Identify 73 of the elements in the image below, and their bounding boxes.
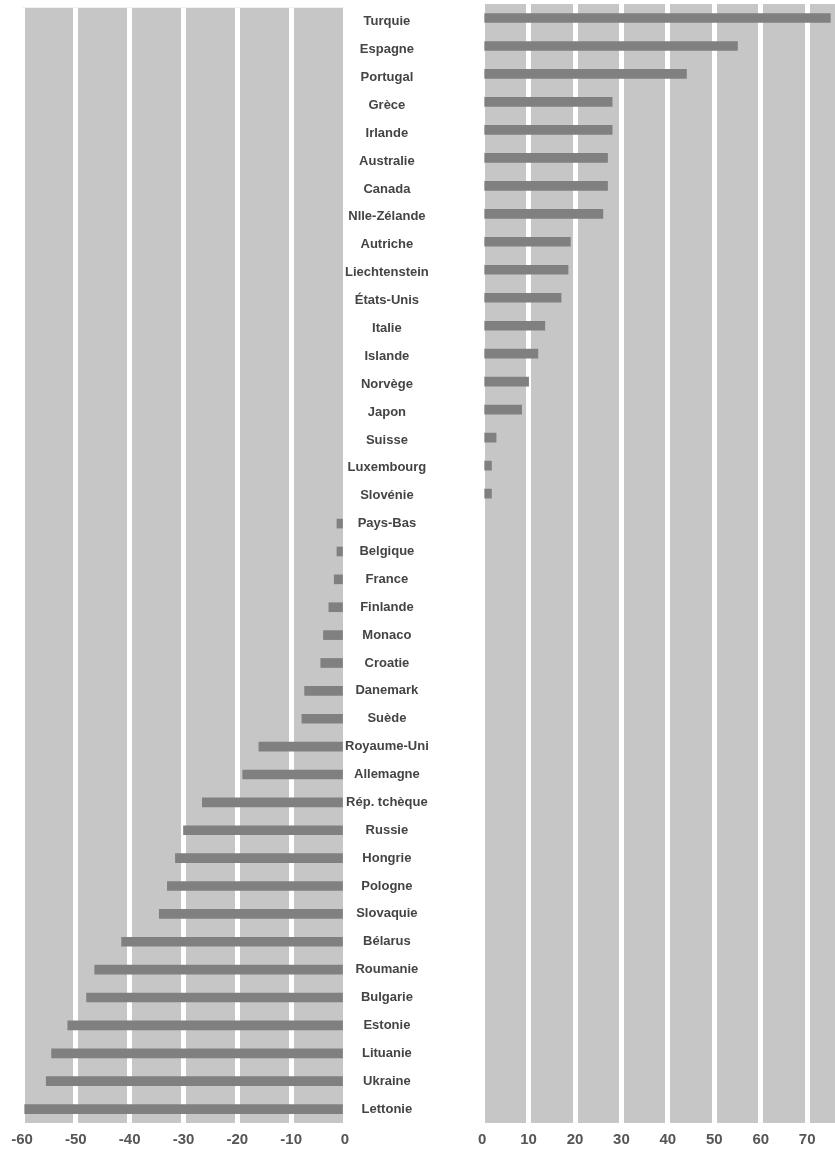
y-tick-label: Canada — [363, 180, 412, 196]
y-tick-label: Hongrie — [362, 849, 412, 865]
bar — [484, 125, 613, 135]
y-tick-label: Estonie — [363, 1017, 411, 1032]
bar — [484, 264, 569, 275]
y-tick-label: Finlande — [360, 598, 414, 614]
y-tick-label: Islande — [364, 347, 410, 363]
bar — [484, 41, 738, 51]
y-tick-label: Luxembourg — [347, 459, 427, 475]
x-tick-label: 10 — [520, 1130, 537, 1148]
bar — [484, 292, 562, 303]
y-tick-label: Autriche — [360, 236, 414, 252]
y-tick-label: Bélarus — [363, 933, 411, 949]
bar — [484, 376, 529, 387]
y-tick-label: Croatie — [364, 654, 410, 670]
y-tick-label: Italie — [372, 320, 402, 335]
y-tick-label: Japon — [367, 403, 407, 419]
x-tick-label: 0 — [478, 1130, 487, 1148]
y-tick-label: Liechtenstein — [345, 264, 429, 280]
y-tick-label: Allemagne — [354, 766, 420, 782]
y-tick-label: Rép. tchèque — [346, 793, 428, 809]
x-tick-label: 40 — [659, 1130, 677, 1148]
bar — [484, 97, 613, 107]
bar — [484, 208, 604, 219]
x-tick-label: -50 — [64, 1130, 87, 1148]
y-tick-label: Portugal — [360, 69, 414, 85]
bar — [484, 181, 608, 191]
bar — [484, 236, 571, 247]
y-tick-label: Roumanie — [355, 961, 419, 977]
y-tick-label: Nlle-Zélande — [348, 208, 426, 224]
y-tick-label: Norvège — [360, 375, 413, 391]
y-tick-label: Lituanie — [361, 1044, 412, 1060]
x-tick-label: -60 — [11, 1130, 33, 1148]
y-tick-label: Pays-Bas — [357, 515, 417, 531]
y-tick-label: Monaco — [362, 626, 412, 642]
x-tick-label: -20 — [226, 1130, 249, 1148]
x-tick-label: -30 — [172, 1130, 195, 1148]
bar — [484, 460, 492, 471]
x-tick-label: 30 — [613, 1130, 630, 1148]
y-tick-label: Slovénie — [360, 487, 414, 503]
bar — [484, 153, 608, 163]
y-tick-label: Russie — [365, 821, 409, 837]
y-tick-label: Danemark — [355, 682, 420, 698]
bar — [484, 432, 497, 443]
y-tick-label: Lettonie — [361, 1100, 413, 1116]
y-tick-label: Suède — [367, 710, 407, 726]
y-tick-label: France — [365, 570, 409, 586]
bar — [484, 488, 492, 499]
x-tick-label: -40 — [118, 1130, 141, 1148]
x-tick-label: 70 — [798, 1130, 816, 1148]
bar — [484, 404, 522, 415]
bar — [484, 13, 831, 23]
bar — [484, 320, 546, 331]
y-tick-label: Bulgarie — [360, 989, 413, 1005]
x-tick-label: 60 — [752, 1130, 770, 1148]
y-tick-label: Espagne — [359, 41, 414, 57]
x-tick-label: 0 — [340, 1130, 350, 1148]
y-tick-label: Grèce — [368, 96, 406, 112]
x-tick-label: 20 — [566, 1130, 584, 1148]
y-tick-label: Pologne — [361, 877, 413, 893]
y-tick-label: Royaume-Uni — [345, 738, 429, 754]
x-tick-label: 50 — [705, 1130, 723, 1148]
y-tick-label: Australie — [359, 152, 415, 168]
y-tick-label: Ukraine — [363, 1072, 411, 1088]
y-tick-label: Turquie — [363, 13, 411, 29]
y-tick-label: Irlande — [365, 124, 409, 140]
y-tick-label: Belgique — [359, 543, 415, 559]
bar — [484, 348, 539, 359]
x-tick-label: -10 — [280, 1130, 303, 1148]
y-tick-label: États-Unis — [354, 292, 420, 308]
y-tick-label: Suisse — [365, 431, 408, 447]
bar — [484, 69, 687, 79]
y-tick-label: Slovaquie — [356, 905, 418, 921]
